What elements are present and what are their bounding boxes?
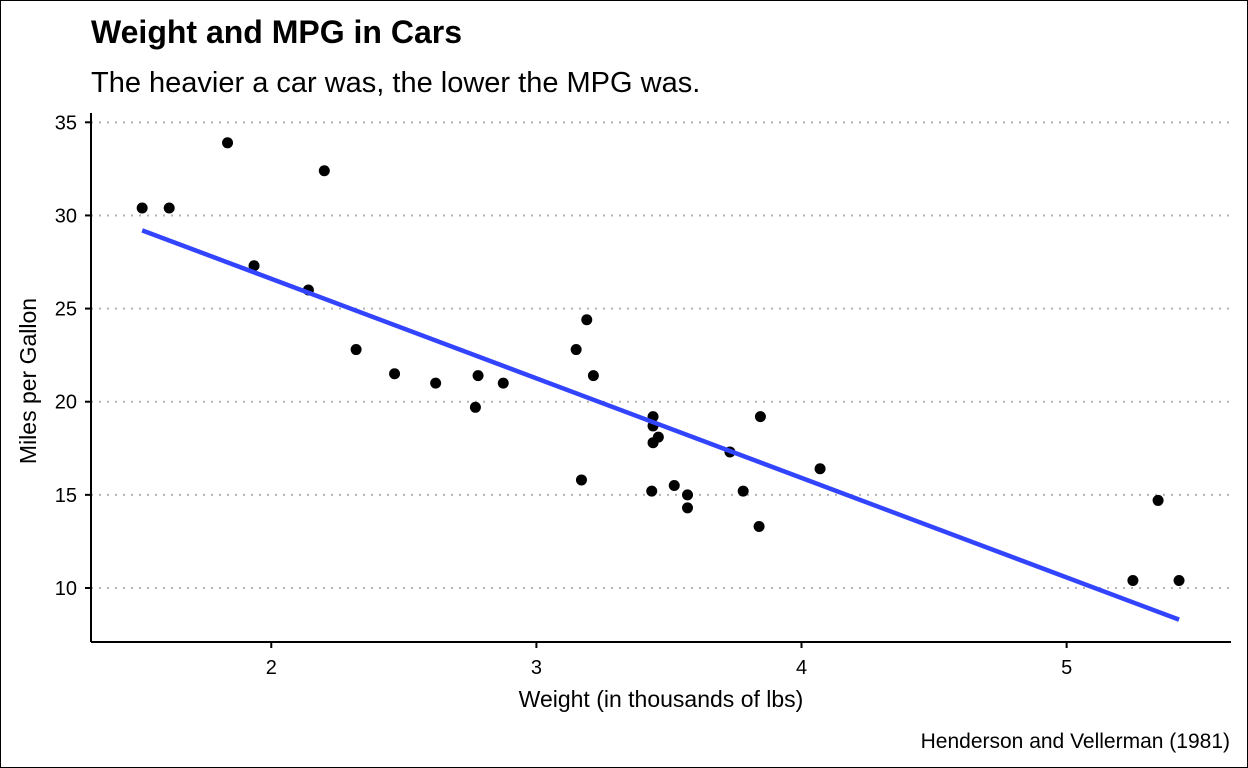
chart-title: Weight and MPG in Cars	[91, 14, 462, 50]
trend-line-group	[141, 228, 1180, 622]
data-point	[682, 502, 694, 514]
chart-caption: Henderson and Vellerman (1981)	[921, 730, 1230, 753]
data-point	[814, 463, 826, 475]
data-point	[222, 137, 234, 149]
trend-line	[141, 228, 1180, 622]
data-points	[136, 137, 1185, 587]
y-tick-label: 15	[55, 485, 77, 507]
x-axis-label: Weight (in thousands of lbs)	[519, 686, 804, 712]
x-tick-label: 2	[266, 657, 277, 679]
chart-subtitle: The heavier a car was, the lower the MPG…	[91, 67, 700, 99]
data-point	[570, 344, 582, 356]
axes	[85, 113, 1231, 648]
x-tick-label: 3	[531, 657, 542, 679]
y-tick-label: 25	[55, 299, 77, 321]
data-point	[136, 202, 148, 214]
data-point	[682, 489, 694, 501]
data-point	[753, 521, 765, 533]
data-point	[469, 401, 481, 413]
data-point	[646, 485, 658, 497]
data-point	[472, 370, 484, 382]
data-point	[587, 370, 599, 382]
data-point	[668, 480, 680, 492]
data-point	[497, 377, 509, 389]
y-tick-label: 10	[55, 578, 77, 600]
tick-labels: 10 15 20 25 30 35 2 3 4 5	[55, 112, 1072, 679]
x-tick-label: 5	[1061, 657, 1072, 679]
data-point	[575, 474, 587, 486]
data-point	[737, 485, 749, 497]
gridlines	[91, 121, 1231, 589]
data-point	[248, 260, 260, 272]
data-point	[581, 314, 593, 326]
data-point	[1152, 494, 1164, 506]
x-tick-label: 4	[796, 657, 807, 679]
data-point	[163, 202, 175, 214]
data-point	[754, 411, 766, 423]
y-axis-label: Miles per Gallon	[15, 298, 41, 464]
data-point	[318, 165, 330, 177]
data-point	[647, 437, 659, 449]
y-tick-label: 30	[55, 205, 77, 227]
data-point	[430, 377, 442, 389]
data-point	[389, 368, 401, 380]
data-point	[1127, 575, 1139, 587]
y-tick-label: 35	[55, 112, 77, 134]
data-point	[1173, 575, 1185, 587]
y-tick-label: 20	[55, 392, 77, 414]
data-point	[350, 344, 362, 356]
